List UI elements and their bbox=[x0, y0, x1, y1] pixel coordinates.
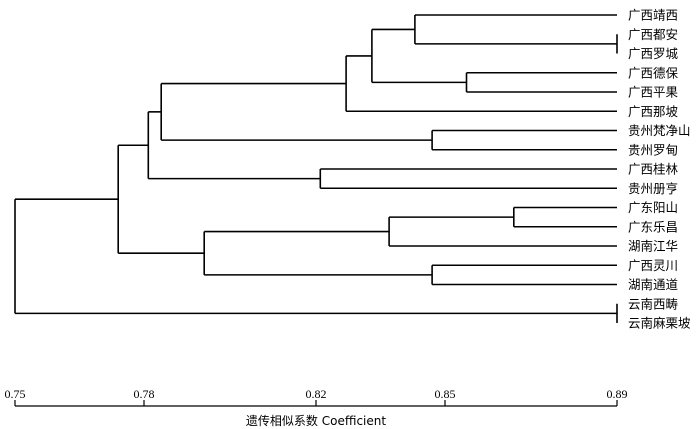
leaf-label: 云南麻栗坡 bbox=[628, 316, 691, 331]
leaf-label-group: 广西靖西广西都安广西罗城广西德保广西平果广西那坡贵州梵净山贵州罗甸广西桂林贵州册… bbox=[628, 8, 691, 331]
leaf-label: 广西灵川 bbox=[628, 258, 678, 273]
leaf-label: 广西德保 bbox=[628, 65, 679, 80]
leaf-label: 湖南通道 bbox=[628, 277, 679, 292]
leaf-label: 贵州罗甸 bbox=[628, 142, 678, 157]
x-tick-label: 0.89 bbox=[607, 387, 628, 401]
leaf-label: 广西那坡 bbox=[628, 104, 679, 119]
leaf-label: 广西罗城 bbox=[628, 46, 679, 61]
leaf-label: 广东乐昌 bbox=[628, 219, 678, 234]
leaf-label: 湖南江华 bbox=[628, 239, 678, 254]
x-tick-label: 0.78 bbox=[134, 387, 155, 401]
leaf-label: 云南西畴 bbox=[628, 296, 678, 311]
leaf-label: 贵州梵净山 bbox=[628, 123, 691, 138]
leaf-label: 贵州册亨 bbox=[628, 181, 678, 196]
leaf-label: 广西都安 bbox=[628, 27, 678, 42]
branch-group bbox=[14, 14, 618, 323]
leaf-label: 广东阳山 bbox=[628, 200, 678, 215]
x-tick-label: 0.85 bbox=[435, 387, 456, 401]
x-tick-label: 0.75 bbox=[5, 387, 26, 401]
leaf-label: 广西平果 bbox=[628, 85, 679, 100]
leaf-label: 广西桂林 bbox=[628, 162, 679, 177]
x-axis: 0.75 0.78 0.82 0.85 0.89 bbox=[5, 387, 628, 407]
x-axis-title: 遗传相似系数 Coefficient bbox=[246, 413, 386, 428]
x-tick-label: 0.82 bbox=[306, 387, 327, 401]
leaf-label: 广西靖西 bbox=[628, 8, 678, 23]
